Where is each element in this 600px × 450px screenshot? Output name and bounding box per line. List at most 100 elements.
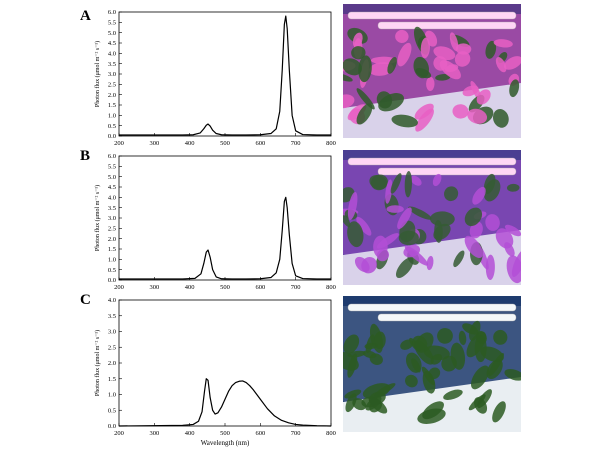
leaf — [434, 219, 443, 243]
led-tube — [377, 313, 517, 322]
leaf — [374, 383, 396, 397]
leaf — [356, 88, 375, 110]
leaf — [492, 109, 509, 128]
leaf — [369, 174, 388, 190]
y-tick-label: 5.0 — [108, 30, 116, 37]
leaf — [343, 351, 359, 371]
leaf — [441, 355, 457, 372]
y-tick-label: 2.5 — [108, 344, 116, 351]
leaf — [391, 114, 418, 128]
leaf — [471, 365, 490, 390]
leaf — [495, 57, 507, 73]
leaf — [455, 43, 472, 55]
y-tick-label: 1.0 — [108, 392, 116, 399]
y-tick-label: 6.0 — [108, 9, 116, 16]
leaf — [414, 103, 434, 120]
y-tick-label: 4.0 — [108, 51, 116, 58]
x-tick-label: 400 — [185, 284, 195, 291]
y-tick-label: 6.0 — [108, 153, 116, 160]
leaf — [376, 249, 390, 262]
photo-plants-a — [343, 4, 521, 138]
y-tick-label: 0.0 — [108, 133, 116, 140]
leaf — [464, 207, 483, 227]
plot-frame — [118, 155, 332, 281]
leaf — [504, 224, 521, 237]
x-tick-label: 500 — [220, 140, 230, 147]
leaf — [343, 209, 351, 228]
y-tick-label: 2.0 — [108, 236, 116, 243]
leaf — [395, 257, 414, 279]
leaf — [504, 369, 521, 381]
y-tick-label: 1.5 — [108, 376, 116, 383]
x-tick-label: 800 — [326, 430, 336, 437]
y-tick-label: 2.0 — [108, 92, 116, 99]
led-tube — [377, 167, 517, 176]
leaf — [458, 330, 467, 346]
leaf — [404, 171, 412, 198]
leaf — [453, 250, 465, 268]
led-tube — [347, 303, 517, 312]
y-tick-label: 1.0 — [108, 113, 116, 120]
x-tick-label: 700 — [291, 284, 301, 291]
y-tick-label: 0.5 — [108, 407, 116, 414]
leaf — [464, 235, 483, 258]
leaf — [503, 56, 521, 70]
leaf — [343, 94, 355, 109]
leaf — [356, 216, 372, 236]
leaf — [454, 51, 471, 67]
leaf — [397, 42, 412, 67]
leaf — [485, 214, 500, 231]
spectrum-line-c — [118, 378, 332, 427]
leaf — [352, 398, 367, 411]
x-tick-label: 800 — [326, 140, 336, 147]
chart-panel-c: 0.0 0.5 1.0 1.5 2.0 2.5 3.0 3.5 4.0 200 300 400 500 6… — [94, 297, 336, 447]
y-axis-label: Photon flux (μmol m⁻² s⁻¹) — [94, 185, 101, 251]
y-tick-label: 3.0 — [108, 329, 116, 336]
y-tick-label: 0.5 — [108, 267, 116, 274]
leaf — [411, 358, 421, 373]
leaf — [449, 32, 459, 52]
y-tick-label: 1.5 — [108, 102, 116, 109]
leaf — [395, 29, 409, 43]
leaf — [437, 328, 453, 344]
x-tick-label: 600 — [255, 430, 265, 437]
leaf — [422, 401, 444, 420]
leaf — [430, 353, 443, 365]
panel-letter-c: C — [80, 292, 91, 308]
y-tick-label: 4.5 — [108, 40, 116, 47]
leaf — [387, 56, 397, 74]
leaf — [435, 74, 451, 81]
leaf — [506, 183, 520, 192]
y-tick-label: 4.5 — [108, 184, 116, 191]
x-tick-label: 800 — [326, 284, 336, 291]
chart-panel-a: 0.0 0.5 1.0 1.5 2.0 2.5 3.0 3.5 4.0 4.5 5.0 5.5 6.0 2… — [94, 9, 336, 147]
x-tick-label: 300 — [149, 140, 159, 147]
photo-plants-c — [343, 296, 521, 432]
leaf — [420, 37, 430, 59]
leaf — [408, 206, 432, 220]
x-tick-label: 400 — [185, 430, 195, 437]
leaf — [343, 334, 360, 354]
x-tick-label: 200 — [114, 284, 124, 291]
leaf — [345, 393, 357, 413]
leaf — [351, 46, 366, 60]
x-tick-label: 300 — [149, 284, 159, 291]
leaf — [444, 64, 459, 73]
leaf — [443, 389, 463, 400]
panel-letter-b: B — [80, 148, 91, 164]
leaf — [483, 179, 501, 202]
x-tick-label: 700 — [291, 140, 301, 147]
leaf — [485, 254, 495, 281]
x-tick-label: 300 — [149, 430, 159, 437]
leaf — [475, 330, 487, 345]
panel-letter-a: A — [80, 8, 91, 24]
led-tube — [377, 21, 517, 30]
y-tick-label: 3.0 — [108, 71, 116, 78]
leaf — [376, 91, 393, 109]
leaf — [412, 335, 428, 351]
x-axis-label: Wavelength (nm) — [201, 439, 250, 447]
leaf — [444, 186, 459, 202]
leaf — [486, 359, 503, 380]
leaf — [343, 73, 353, 82]
